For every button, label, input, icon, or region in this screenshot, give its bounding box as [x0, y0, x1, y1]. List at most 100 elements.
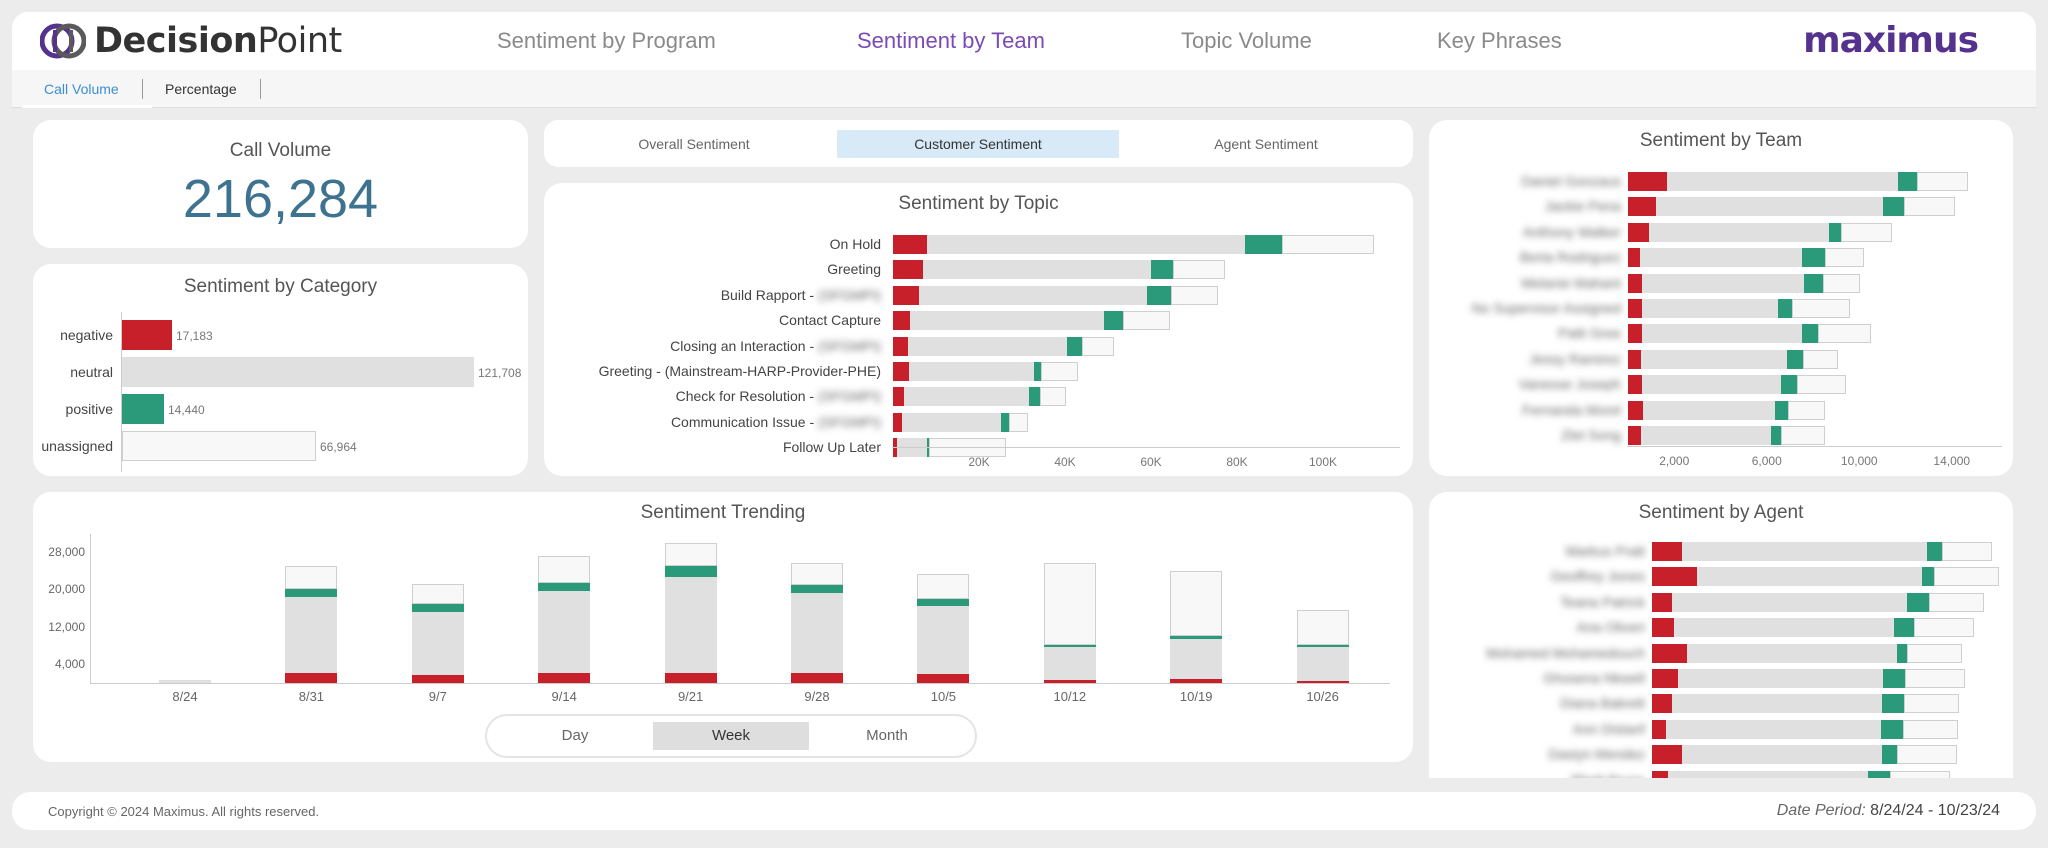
agent-bar-unassigned: [1934, 567, 1999, 587]
redacted-agent-name: Dasiyn Mendez: [1548, 746, 1646, 763]
trend-bar-neutral: [1043, 647, 1096, 680]
redacted-agent-name: Markus Pratt: [1565, 543, 1645, 559]
team-label: Zlet Song: [1561, 427, 1621, 443]
team-x-tick: 6,000: [1751, 454, 1782, 468]
topic-bar-negative: [893, 311, 910, 331]
topic-bar-unassigned: [1123, 311, 1170, 331]
period-week[interactable]: Week: [653, 722, 809, 750]
trend-x-label: 9/21: [677, 689, 704, 704]
trend-y-tick: 12,000: [48, 619, 85, 634]
toggle-overall-sentiment[interactable]: Overall Sentiment: [638, 136, 750, 152]
category-bar-positive: [122, 394, 164, 424]
agent-bar-positive: [1882, 745, 1897, 765]
topic-x-tick: 60K: [1140, 455, 1162, 469]
agent-bar-positive: [1897, 643, 1907, 663]
trend-bar-negative: [285, 673, 338, 683]
redacted-team-name: Anthony Walker: [1522, 223, 1621, 240]
team-label: Vanesse Joseph: [1519, 376, 1621, 392]
team-bar-positive: [1775, 400, 1788, 420]
trend-x-label: 9/14: [551, 689, 577, 704]
nav-sentiment-by-team[interactable]: Sentiment by Team: [857, 28, 1045, 53]
team-bar-positive: [1781, 375, 1797, 395]
redacted-agent-name: Ana Oliveri: [1576, 619, 1645, 636]
nav-topic-volume[interactable]: Topic Volume: [1181, 28, 1312, 53]
toggle-customer-sentiment[interactable]: Customer Sentiment: [837, 130, 1119, 158]
redacted-team-name: Jessy Ramirez: [1529, 350, 1621, 367]
team-bar-positive: [1804, 273, 1823, 293]
call-volume-value: 216,284: [182, 169, 379, 229]
agent-bar-neutral: [1682, 745, 1882, 765]
redacted-team-name: Jackie Pena: [1544, 198, 1621, 215]
team-label: Fernanda Morel: [1522, 402, 1621, 418]
team-label: Daniel Gonzaus: [1521, 173, 1621, 189]
category-value: 17,183: [176, 329, 213, 343]
topic-bar-neutral: [908, 336, 1067, 356]
topic-bar-unassigned: [1040, 387, 1066, 407]
category-axis: [121, 312, 122, 472]
agent-bar-negative: [1652, 542, 1682, 561]
redacted-agent-name: Ghosena Nkwell: [1543, 670, 1645, 686]
topic-bar-positive: [1067, 336, 1082, 356]
topic-bar-neutral: [904, 387, 1029, 407]
agent-label: Markus Pratt: [1566, 543, 1645, 559]
team-bar-negative: [1628, 400, 1643, 420]
trend-bar-positive: [285, 589, 338, 597]
topic-label: Closing an Interaction - (SFGMPI): [670, 337, 881, 354]
trend-bar-unassigned: [791, 563, 843, 585]
topic-label: Build Rapport - (SFGMPI): [720, 286, 881, 303]
topic-label: Follow Up Later: [782, 439, 881, 456]
topic-bar-unassigned: [1171, 285, 1218, 305]
period-day[interactable]: Day: [561, 727, 589, 744]
redacted-team-name: Zlet Song: [1561, 427, 1621, 443]
agent-bar-neutral: [1697, 567, 1922, 587]
team-bar-unassigned: [1788, 400, 1825, 420]
trend-x-label: 8/24: [172, 689, 198, 704]
redacted-team-name: Fernanda Morel: [1522, 401, 1621, 418]
team-bar-neutral: [1642, 299, 1778, 318]
period-month[interactable]: Month: [866, 727, 908, 744]
trend-bar-positive: [1043, 645, 1096, 647]
team-x-axis: [1627, 446, 2002, 447]
trend-bar-unassigned: [917, 574, 970, 599]
team-chart-title: Sentiment by Team: [1639, 130, 1803, 151]
trend-bar-neutral: [538, 591, 591, 673]
team-bar-negative: [1628, 273, 1642, 293]
topic-bar-neutral: [910, 311, 1104, 331]
trend-bar-positive: [791, 585, 843, 593]
topic-bar-negative: [893, 336, 908, 356]
nav-sentiment-by-program[interactable]: Sentiment by Program: [497, 28, 716, 53]
trend-bar-unassigned: [664, 543, 717, 566]
category-value: 66,964: [320, 440, 357, 454]
redacted-text: (SFGMPI): [818, 413, 881, 430]
trend-bar-neutral: [159, 680, 211, 683]
agent-bar-neutral: [1672, 694, 1882, 714]
redacted-agent-name: Geoffrey Jones: [1550, 568, 1645, 585]
topic-label: Greeting: [827, 261, 881, 278]
agent-bar-unassigned: [1903, 719, 1958, 739]
topic-bar-positive: [1104, 311, 1123, 331]
team-bar-positive: [1771, 426, 1781, 445]
agent-bar-neutral: [1682, 542, 1927, 561]
toggle-agent-sentiment[interactable]: Agent Sentiment: [1214, 136, 1318, 152]
trend-x-axis: [90, 683, 1390, 684]
trend-y-tick: 28,000: [48, 544, 85, 559]
subtab-call-volume[interactable]: Call Volume: [44, 81, 119, 97]
category-label: neutral: [70, 364, 113, 380]
topic-label: On Hold: [829, 236, 881, 252]
maximus-logo: maximus: [1803, 20, 1979, 61]
decisionpoint-logo[interactable]: DecisionPoint: [40, 20, 342, 62]
trend-bar-neutral: [664, 577, 717, 673]
redacted-text: (SFGMPI): [818, 286, 881, 303]
agent-label: Teana Patrick: [1560, 594, 1645, 610]
trend-bar-unassigned: [411, 584, 464, 604]
topic-bar-neutral: [902, 412, 1001, 432]
subtab-percentage[interactable]: Percentage: [165, 81, 237, 97]
team-bar-neutral: [1656, 197, 1883, 217]
agent-bar-negative: [1652, 567, 1697, 587]
team-bar-unassigned: [1803, 349, 1838, 369]
team-bar-negative: [1628, 299, 1642, 318]
topic-bar-negative: [893, 362, 909, 381]
nav-key-phrases[interactable]: Key Phrases: [1437, 28, 1562, 53]
agent-bar-neutral: [1674, 618, 1894, 638]
agent-bar-positive: [1882, 694, 1904, 714]
